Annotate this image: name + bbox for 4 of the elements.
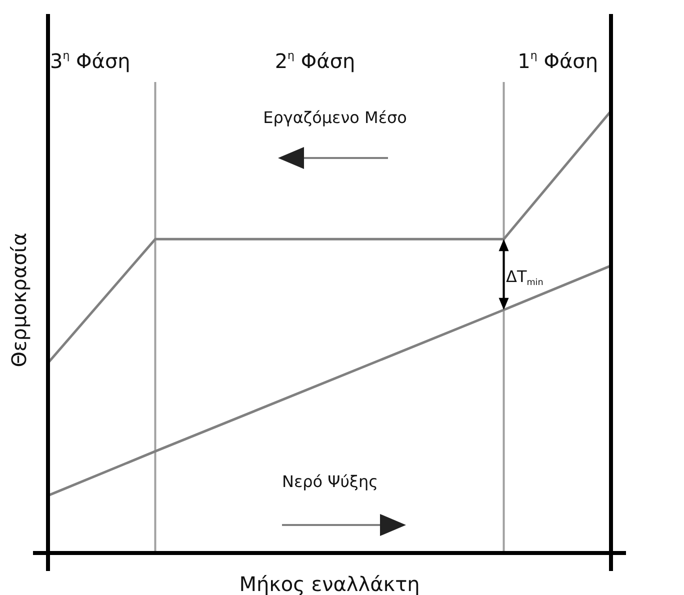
y-axis-title: Θερμοκρασία [7, 232, 31, 368]
annotation: Νερό Ψύξης [282, 472, 378, 491]
annotation: Εργαζόμενο Μέσο [263, 108, 407, 127]
x-axis-title: Μήκος εναλλάκτη [239, 572, 420, 595]
